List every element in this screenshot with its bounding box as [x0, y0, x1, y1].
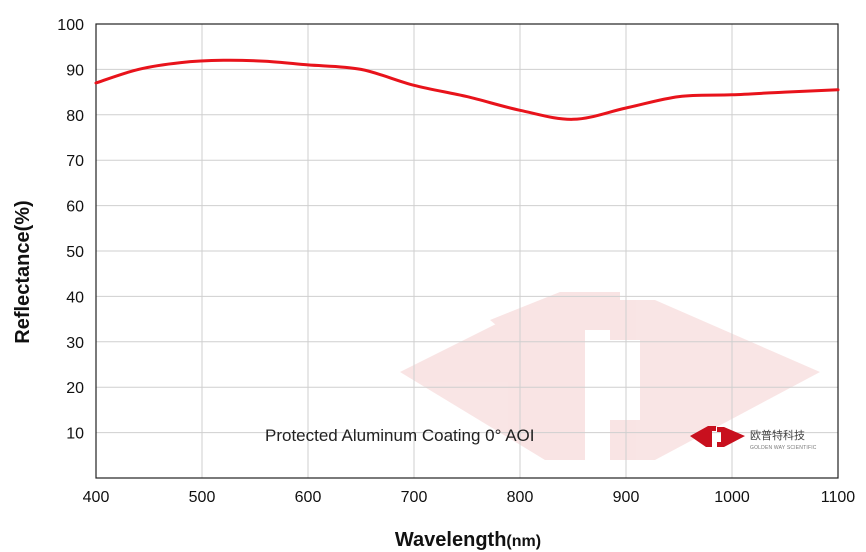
brand-logo-left-mark [690, 426, 716, 447]
x-tick-label: 900 [613, 489, 640, 506]
y-tick-label: 60 [66, 199, 84, 216]
x-tick-label: 400 [83, 489, 110, 506]
y-axis-title: Reflectance(%) [12, 200, 34, 343]
brand-name-cn: 欧普特科技 [750, 428, 805, 442]
golden-way-scientific-logo: 欧普特科技 GOLDEN WAY SCIENTIFIC [690, 426, 817, 451]
y-tick-label: 40 [66, 289, 84, 306]
reflectance-series-line [94, 58, 840, 121]
x-tick-label: 700 [401, 489, 428, 506]
x-axis-title: Wavelength(nm) [395, 529, 541, 551]
watermark-stem-shape [490, 292, 560, 345]
y-tick-labels: 10 20 30 40 50 60 70 80 90 100 [57, 17, 84, 443]
x-tick-label: 1000 [714, 489, 750, 506]
x-tick-label: 600 [295, 489, 322, 506]
y-tick-label: 70 [66, 153, 84, 170]
x-tick-labels: 400 500 600 700 800 900 1000 1100 [83, 489, 856, 506]
watermark-left-shape [400, 292, 620, 460]
series-group [94, 58, 840, 121]
x-tick-label: 1100 [821, 489, 856, 506]
watermark-right-shape [610, 300, 820, 460]
x-tick-label: 500 [189, 489, 216, 506]
y-tick-label: 90 [66, 62, 84, 79]
horizontal-gridlines [96, 68, 838, 434]
x-tick-label: 800 [507, 489, 534, 506]
plot-frame [95, 23, 839, 479]
watermark-logo [400, 292, 820, 460]
brand-logo-right-mark [717, 427, 745, 447]
y-tick-label: 100 [57, 17, 84, 34]
y-tick-label: 20 [66, 380, 84, 397]
y-tick-label: 10 [66, 426, 84, 443]
brand-name-en: GOLDEN WAY SCIENTIFIC [750, 445, 817, 451]
y-tick-label: 80 [66, 108, 84, 125]
y-tick-label: 50 [66, 244, 84, 261]
x-axis-unit: (nm) [506, 533, 541, 550]
coating-annotation: Protected Aluminum Coating 0° AOI [265, 426, 535, 445]
y-tick-label: 30 [66, 335, 84, 352]
